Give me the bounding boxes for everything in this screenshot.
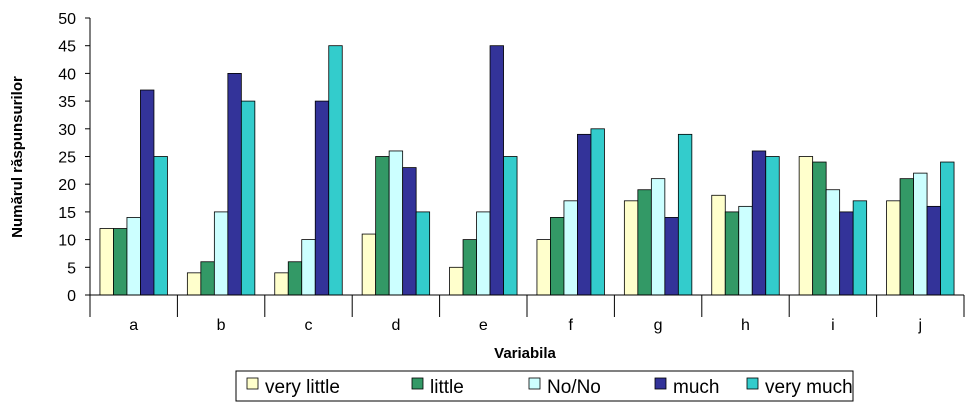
bar bbox=[274, 272, 289, 296]
bar bbox=[449, 266, 464, 296]
bar bbox=[99, 228, 114, 296]
bar bbox=[536, 239, 551, 296]
x-tick-label: c bbox=[305, 317, 313, 334]
y-tick-label: 25 bbox=[58, 150, 76, 167]
bar bbox=[852, 200, 868, 296]
x-tick-label: f bbox=[568, 317, 573, 334]
x-tick-label: a bbox=[129, 317, 138, 334]
bar bbox=[677, 133, 693, 296]
bar bbox=[637, 189, 652, 296]
bar bbox=[839, 211, 854, 296]
y-tick-label: 50 bbox=[58, 11, 76, 28]
bar bbox=[550, 217, 565, 296]
bar bbox=[623, 200, 639, 296]
x-tick-label: b bbox=[217, 317, 226, 334]
bar bbox=[590, 128, 605, 296]
bar bbox=[126, 217, 141, 296]
x-tick-label: e bbox=[479, 317, 488, 334]
bar bbox=[650, 178, 666, 296]
x-tick-label: g bbox=[654, 317, 663, 334]
bar bbox=[563, 200, 578, 296]
bar bbox=[140, 89, 155, 296]
legend-label: little bbox=[430, 377, 464, 398]
bar bbox=[213, 211, 229, 296]
bar bbox=[489, 45, 504, 296]
y-axis-title: Numărul răspunsurilor bbox=[9, 76, 26, 238]
bar bbox=[314, 100, 330, 296]
bar bbox=[402, 167, 417, 296]
bar bbox=[738, 205, 753, 296]
x-axis-title: Variabila bbox=[494, 345, 556, 362]
x-tick-label: h bbox=[741, 317, 750, 334]
series-no-no bbox=[126, 150, 928, 296]
y-tick-label: 0 bbox=[67, 288, 76, 305]
bar bbox=[886, 200, 901, 296]
bar bbox=[751, 150, 767, 296]
legend-label: very much bbox=[765, 377, 853, 398]
y-tick-label: 20 bbox=[58, 177, 76, 194]
legend: very little little No/No much very much bbox=[235, 370, 854, 402]
bar-series-group bbox=[99, 45, 955, 296]
legend-swatch bbox=[528, 377, 541, 390]
x-tick-label: j bbox=[918, 317, 923, 334]
bar bbox=[913, 172, 928, 296]
bar bbox=[227, 73, 242, 296]
x-tick-label: d bbox=[391, 317, 400, 334]
bar bbox=[503, 156, 518, 296]
bar bbox=[926, 205, 941, 296]
bar bbox=[711, 194, 726, 296]
bar bbox=[899, 178, 914, 296]
bar bbox=[765, 156, 780, 296]
bar bbox=[200, 261, 215, 296]
x-axis-ticks: a b c d e f g h i j bbox=[89, 295, 965, 334]
bar bbox=[240, 100, 256, 296]
x-tick-label: i bbox=[831, 317, 835, 334]
bar bbox=[287, 261, 303, 296]
bar bbox=[812, 161, 827, 296]
y-tick-label: 30 bbox=[58, 122, 76, 139]
bar bbox=[462, 239, 477, 296]
bar bbox=[940, 161, 955, 296]
bar bbox=[577, 133, 592, 296]
series-very-much bbox=[153, 45, 955, 296]
bar bbox=[113, 228, 128, 296]
legend-swatch bbox=[246, 377, 259, 390]
bar bbox=[476, 211, 491, 296]
legend-swatch bbox=[746, 377, 759, 390]
bar bbox=[388, 150, 404, 296]
bar bbox=[328, 45, 343, 296]
bar bbox=[798, 156, 814, 296]
bar bbox=[361, 233, 377, 296]
y-tick-label: 40 bbox=[58, 66, 76, 83]
bar bbox=[186, 272, 202, 296]
bar bbox=[153, 156, 168, 296]
bar bbox=[375, 156, 390, 296]
legend-label: much bbox=[673, 377, 719, 398]
legend-swatch bbox=[654, 377, 667, 390]
legend-label: No/No bbox=[547, 377, 601, 398]
y-tick-label: 45 bbox=[58, 39, 76, 56]
bar bbox=[664, 217, 679, 296]
bar bbox=[415, 211, 431, 296]
bar bbox=[724, 211, 740, 296]
bar bbox=[825, 189, 841, 296]
bar bbox=[301, 239, 316, 296]
legend-label: very little bbox=[265, 377, 340, 398]
legend-swatch bbox=[411, 377, 424, 390]
series-little bbox=[113, 156, 914, 296]
y-axis-ticks: 0 5 10 15 20 25 30 35 40 45 50 bbox=[58, 11, 90, 305]
y-tick-label: 15 bbox=[58, 205, 76, 222]
y-tick-label: 35 bbox=[58, 94, 76, 111]
y-tick-label: 5 bbox=[67, 260, 76, 277]
y-tick-label: 10 bbox=[58, 233, 76, 250]
